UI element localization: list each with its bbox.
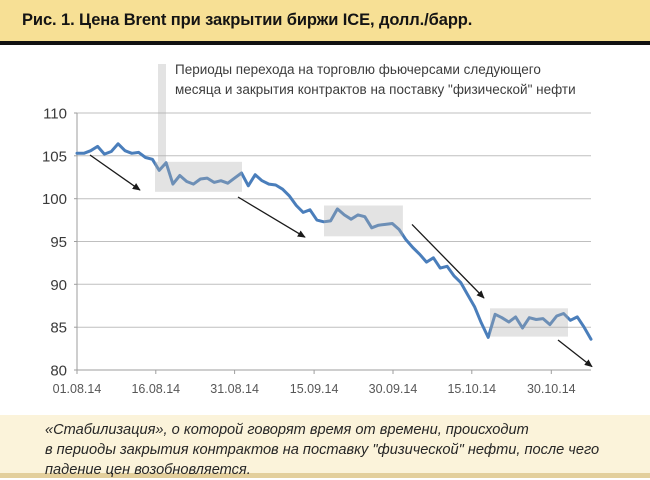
chart-figure: 110 105 100 95 90 85 80 01.08.14 16.08.14 31.08.1… [0, 49, 650, 415]
x-tick-label: 31.08.14 [210, 382, 259, 396]
price-line [75, 142, 593, 341]
trend-arrow [411, 223, 485, 299]
y-tick-label: 80 [50, 363, 67, 380]
trend-arrow [89, 154, 141, 191]
annotation-line-1: Периоды перехода на торговлю фьючерсами … [175, 62, 541, 77]
title-bar: Рис. 1. Цена Brent при закрытии биржи IC… [0, 0, 650, 45]
x-tick-label: 30.10.14 [527, 382, 576, 396]
y-tick-label: 105 [42, 148, 67, 165]
figure-title: Рис. 1. Цена Brent при закрытии биржи IC… [22, 11, 473, 29]
y-tick-label: 85 [50, 320, 67, 337]
legend-band [158, 64, 166, 162]
y-tick-label: 95 [50, 234, 67, 251]
caption-line-2: в периоды закрытия контрактов на поставк… [45, 442, 600, 458]
y-tick-label: 110 [43, 106, 67, 123]
brent-price-chart: 110 105 100 95 90 85 80 01.08.14 16.08.14 31.08.1… [42, 64, 593, 396]
highlight-region [490, 308, 568, 337]
x-tick-label: 01.08.14 [53, 382, 102, 396]
annotation-line-2: месяца и закрытия контрактов на поставку… [175, 81, 576, 97]
x-tick-label: 15.10.14 [447, 382, 496, 396]
caption-line-3: падение цен возобновляется. [45, 462, 251, 478]
trend-arrow [557, 339, 593, 368]
caption-block: «Стабилизация», о которой говорят время … [0, 415, 650, 478]
x-tick-label: 15.09.14 [290, 382, 339, 396]
highlight-region [324, 205, 403, 237]
x-tick-label: 16.08.14 [131, 382, 180, 396]
x-tick-label: 30.09.14 [369, 382, 418, 396]
y-tick-label: 90 [50, 277, 67, 294]
y-tick-label: 100 [42, 191, 67, 208]
annotation-label: Периоды перехода на торговлю фьючерсами … [175, 60, 645, 99]
caption-line-1: «Стабилизация», о которой говорят время … [45, 422, 529, 438]
trend-arrow [237, 196, 306, 238]
highlight-region [155, 161, 242, 192]
